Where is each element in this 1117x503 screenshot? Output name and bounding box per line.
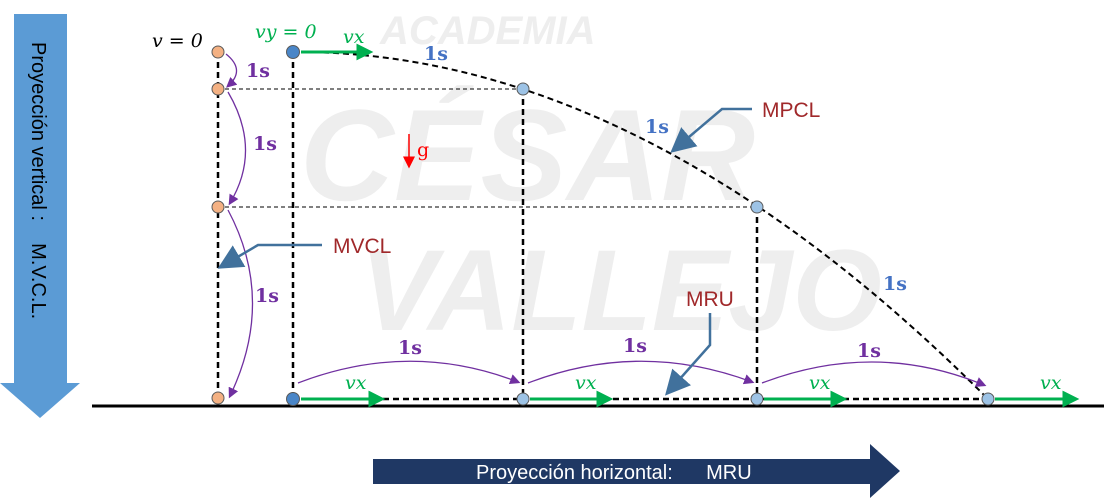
projectile-dot-3: [981, 392, 995, 406]
time-label-horizontal-3: 1s: [857, 340, 881, 362]
vertical-time-arrows: [225, 53, 254, 399]
time-label-vertical-1: 1s: [246, 60, 270, 82]
vy-zero-label: vy = 0: [255, 21, 317, 43]
parabolic-trajectory: [292, 50, 989, 400]
vy-zero-text: vy = 0: [255, 21, 317, 43]
ground-dot-0: [286, 392, 300, 406]
free-fall-dot-0: [211, 45, 225, 59]
mru-pointer: [665, 313, 712, 396]
time-label-vertical-3: 1s: [255, 285, 279, 307]
free-fall-dot-1: [211, 82, 225, 96]
ground-dot-2: [750, 392, 764, 406]
watermark-cesar: CÉSAR: [300, 82, 755, 228]
mvcl-label: MVCL: [333, 235, 391, 258]
vtime-arc-1: [225, 53, 238, 88]
vx-label-ground-2: vx: [809, 372, 831, 394]
free-fall-dot-3: [211, 391, 225, 405]
mpcl-pointer: [670, 107, 752, 153]
vtime-arc-2: [227, 91, 247, 206]
watermark-academia: ACADEMIA: [379, 9, 596, 53]
gravity-label: g: [417, 139, 429, 161]
projectile-dot-1: [516, 82, 530, 96]
vx-label-top: vx: [343, 26, 365, 48]
time-label-parabola-2: 1s: [645, 116, 669, 138]
projectile-dot-0: [286, 45, 300, 59]
vx-label-ground-1: vx: [575, 372, 597, 394]
time-label-vertical-2: 1s: [253, 133, 277, 155]
vx-label-final: vx: [1040, 372, 1062, 394]
time-label-parabola-3: 1s: [883, 273, 907, 295]
mru-label: MRU: [686, 288, 734, 311]
projectile-dot-2: [750, 200, 764, 214]
time-label-horizontal-2: 1s: [623, 335, 647, 357]
htime-arc-2: [527, 360, 755, 385]
watermark: ACADEMIA CÉSAR VALLEJO: [300, 9, 882, 355]
vx-label-ground-0: vx: [345, 372, 367, 394]
vtime-arc-3: [227, 209, 254, 399]
horizontal-projection-banner: Proyección horizontal: MRU: [373, 444, 900, 498]
watermark-vallejo: VALLEJO: [360, 227, 882, 355]
labels: v = 0 vy = 0 vx vx vx vx vx g 1s 1s 1s 1…: [152, 21, 1062, 394]
htime-arc-1: [297, 360, 521, 385]
position-dots: [211, 45, 995, 406]
ground-dot-1: [516, 392, 530, 406]
htime-arc-3: [761, 361, 987, 387]
vertical-banner-text: Proyección vertical : M.V.C.L.: [27, 42, 49, 319]
horizontal-banner-text: Proyección horizontal: MRU: [476, 462, 752, 484]
horizontal-time-arrows: [297, 360, 987, 387]
time-label-parabola-1: 1s: [424, 43, 448, 65]
mpcl-label: MPCL: [762, 99, 820, 122]
v-zero-label: v = 0: [152, 30, 203, 52]
mvcl-pointer: [217, 243, 322, 269]
free-fall-dot-2: [211, 200, 225, 214]
time-label-horizontal-1: 1s: [398, 337, 422, 359]
vertical-projection-banner: Proyección vertical : M.V.C.L.: [0, 14, 80, 418]
velocity-arrows: [301, 43, 1080, 408]
callout-pointers: [217, 107, 752, 396]
